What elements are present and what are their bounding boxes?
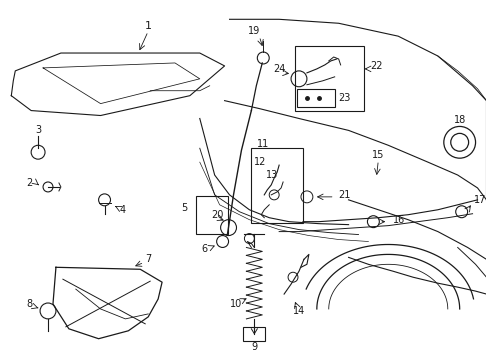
- Text: -: -: [339, 94, 341, 99]
- Text: 4: 4: [119, 205, 125, 215]
- Text: 14: 14: [292, 306, 305, 316]
- Text: 9: 9: [251, 342, 257, 352]
- Text: 15: 15: [371, 150, 384, 160]
- Text: 20: 20: [211, 210, 224, 220]
- Bar: [294, 46, 364, 111]
- Bar: [296, 89, 334, 107]
- Bar: [195, 196, 227, 234]
- Text: 24: 24: [272, 64, 285, 74]
- Text: 6: 6: [201, 244, 207, 255]
- Text: 8: 8: [26, 299, 32, 309]
- Text: 22: 22: [369, 61, 382, 71]
- Text: 5: 5: [181, 203, 187, 213]
- Text: 13: 13: [265, 170, 278, 180]
- Text: 21: 21: [338, 190, 350, 200]
- Text: 19: 19: [248, 26, 260, 36]
- Text: 17: 17: [472, 195, 485, 205]
- Text: 3: 3: [35, 125, 41, 135]
- Text: 11: 11: [257, 139, 269, 149]
- Bar: [251, 148, 303, 222]
- Text: 7: 7: [145, 255, 151, 264]
- Text: 12: 12: [254, 157, 266, 167]
- Text: 23: 23: [338, 93, 350, 103]
- Text: 16: 16: [392, 215, 405, 225]
- Text: 1: 1: [144, 21, 151, 31]
- Text: 10: 10: [230, 299, 242, 309]
- Text: 18: 18: [453, 116, 465, 126]
- Bar: [243, 327, 264, 341]
- Text: 2: 2: [26, 178, 32, 188]
